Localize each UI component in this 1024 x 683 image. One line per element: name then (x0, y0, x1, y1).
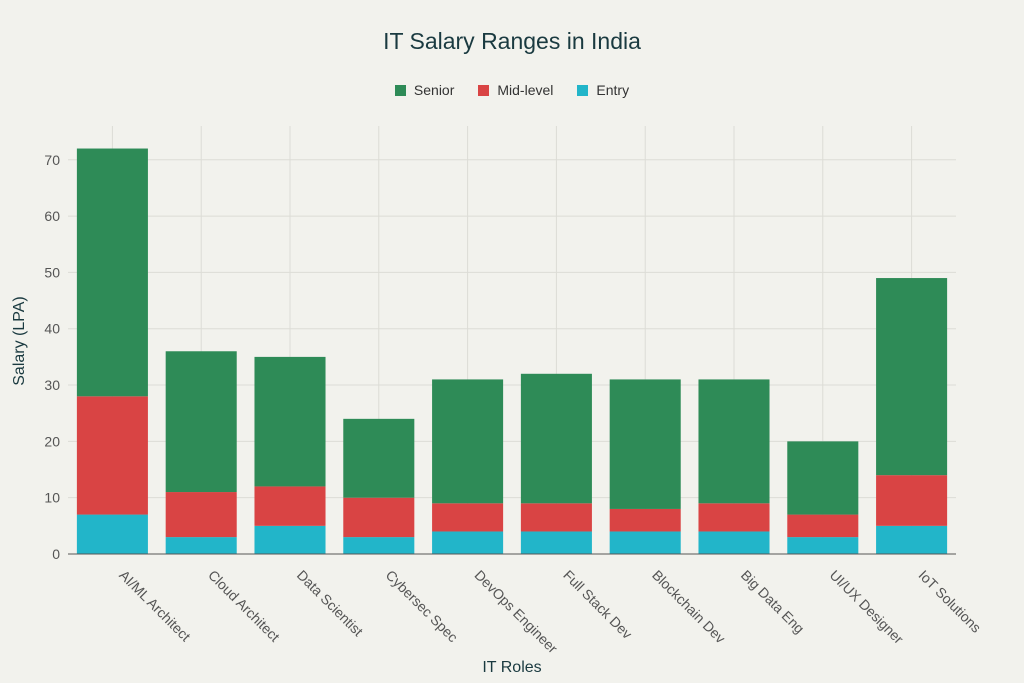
x-tick-label: UI/UX Designer (827, 567, 907, 647)
bar-entry (876, 525, 948, 554)
bar-mid-level (254, 486, 326, 526)
bar-entry (432, 531, 504, 554)
bar-senior (876, 278, 948, 476)
bar-entry (343, 537, 415, 554)
y-tick-label: 0 (52, 546, 60, 562)
y-tick-label: 40 (44, 321, 60, 337)
bar-senior (432, 379, 504, 504)
chart-legend: Senior Mid-level Entry (0, 82, 1024, 98)
bar-senior (698, 379, 770, 504)
y-tick-label: 70 (44, 152, 60, 168)
legend-label-mid-level: Mid-level (497, 82, 554, 98)
x-tick-label: Blockchain Dev (649, 567, 729, 647)
y-tick-label: 30 (44, 377, 60, 393)
x-axis-title: IT Roles (482, 659, 541, 676)
legend-swatch-senior (394, 84, 406, 96)
legend-item-entry[interactable]: Entry (577, 82, 629, 98)
bar-entry (698, 531, 770, 554)
y-tick-label: 20 (44, 433, 60, 449)
bar-entry (520, 531, 592, 554)
x-tick-label: IoT Solutions (915, 567, 984, 636)
y-tick-label: 10 (44, 490, 60, 506)
bar-entry (76, 514, 148, 554)
chart-title: IT Salary Ranges in India (383, 28, 641, 54)
y-tick-label: 60 (44, 208, 60, 224)
bar-senior (609, 379, 681, 509)
bar-mid-level (787, 514, 859, 538)
x-tick-label: Big Data Eng (738, 567, 808, 637)
bar-mid-level (609, 508, 681, 532)
bar-entry (787, 537, 859, 554)
legend-swatch-entry (577, 84, 589, 96)
bars-layer (76, 148, 948, 554)
bar-mid-level (520, 503, 592, 532)
bar-mid-level (432, 503, 504, 532)
bar-mid-level (343, 497, 415, 538)
bar-senior (76, 148, 148, 397)
y-axis-title: Salary (LPA) (11, 296, 28, 386)
x-tick-label: Cloud Architect (205, 567, 283, 645)
bar-senior (520, 373, 592, 504)
legend-label-senior: Senior (413, 82, 455, 98)
bar-senior (343, 418, 415, 498)
bar-senior (787, 441, 859, 515)
bar-mid-level (698, 503, 770, 532)
bar-senior (165, 351, 237, 493)
x-tick-label: DevOps Engineer (471, 567, 561, 657)
bar-mid-level (876, 475, 948, 526)
bar-mid-level (76, 396, 148, 515)
x-tick-label: AI/ML Architect (116, 567, 194, 645)
legend-swatch-mid-level (478, 84, 490, 96)
legend-label-entry: Entry (596, 82, 630, 98)
bar-entry (609, 531, 681, 554)
y-tick-label: 50 (44, 264, 60, 280)
bar-entry (254, 525, 326, 554)
bar-mid-level (165, 492, 237, 538)
legend-item-senior[interactable]: Senior (394, 82, 455, 98)
bar-entry (165, 537, 237, 554)
bar-senior (254, 356, 326, 487)
x-tick-label: Full Stack Dev (560, 567, 635, 642)
x-tick-label: Data Scientist (294, 567, 366, 639)
legend-item-mid-level[interactable]: Mid-level (478, 82, 553, 98)
x-tick-label: Cybersec Spec (383, 567, 461, 645)
